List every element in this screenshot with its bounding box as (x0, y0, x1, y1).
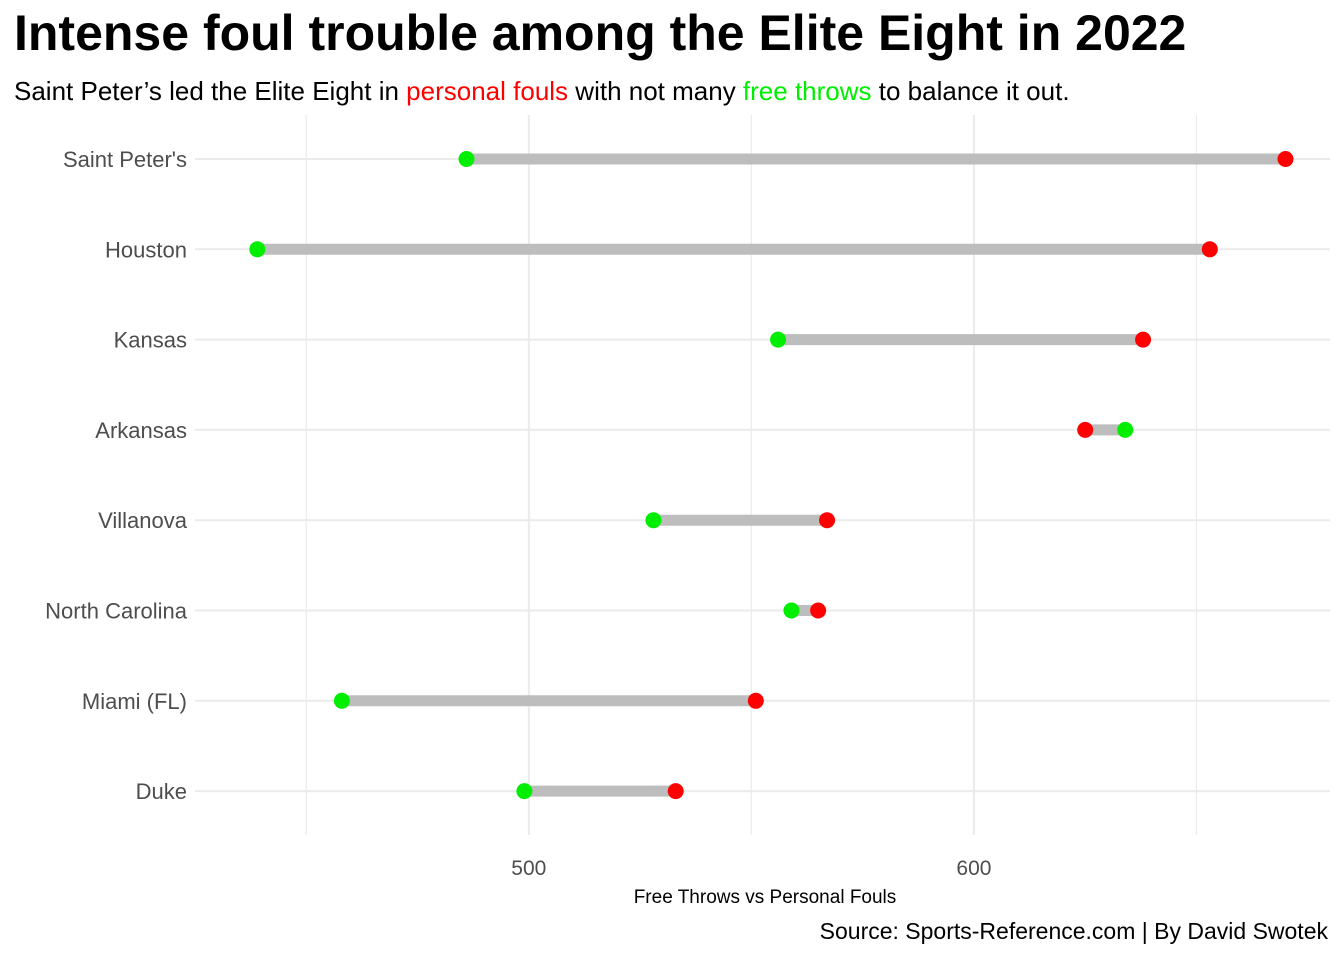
x-tick-label: 500 (511, 857, 546, 880)
free-throws-point (458, 151, 475, 167)
y-tick-label: Houston (105, 237, 187, 262)
free-throws-point (1117, 421, 1134, 438)
y-tick-label: Miami (FL) (82, 689, 187, 714)
y-tick-label: North Carolina (45, 599, 188, 624)
personal-fouls-point (1077, 421, 1094, 438)
x-axis-labels: 500 600 (511, 857, 991, 880)
personal-fouls-point (1277, 151, 1294, 167)
chart-title: Intense foul trouble among the Elite Eig… (14, 5, 1187, 61)
y-tick-label: Saint Peter's (63, 147, 187, 172)
subtitle-free-throws: free throws (742, 76, 872, 106)
x-axis-title: Free Throws vs Personal Fouls (634, 887, 897, 908)
points (249, 151, 1294, 800)
segments (257, 153, 1286, 797)
personal-fouls-point (747, 692, 764, 709)
free-throws-point (645, 512, 662, 529)
free-throws-point (783, 602, 800, 619)
x-tick-label: 600 (956, 857, 991, 880)
free-throws-point (333, 692, 350, 709)
personal-fouls-point (1201, 241, 1218, 258)
free-throws-point (249, 241, 266, 258)
personal-fouls-point (667, 783, 684, 800)
caption: Source: Sports-Reference.com | By David … (819, 918, 1328, 944)
y-tick-label: Villanova (98, 508, 188, 533)
subtitle-after: to balance it out. (871, 76, 1070, 106)
subtitle-before: Saint Peter’s led the Elite Eight in (14, 76, 407, 106)
personal-fouls-point (810, 602, 827, 619)
free-throws-point (770, 331, 787, 348)
subtitle-middle: with not many (568, 76, 743, 106)
free-throws-point (516, 783, 533, 800)
y-axis-labels: Saint Peter's Houston Kansas Arkansas Villan… (45, 147, 188, 804)
personal-fouls-point (819, 512, 836, 529)
y-tick-label: Duke (136, 779, 187, 804)
personal-fouls-point (1135, 331, 1152, 348)
grid-lines (195, 115, 1330, 835)
chart-subtitle: Saint Peter’s led the Elite Eight in per… (14, 76, 1070, 107)
y-tick-label: Arkansas (95, 418, 187, 443)
y-tick-label: Kansas (114, 328, 187, 353)
subtitle-personal-fouls: personal fouls (406, 76, 569, 106)
